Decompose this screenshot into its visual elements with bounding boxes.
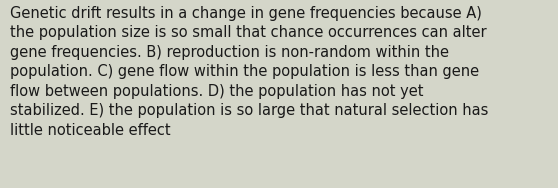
Text: Genetic drift results in a change in gene frequencies because A)
the population : Genetic drift results in a change in gen… xyxy=(10,6,488,138)
